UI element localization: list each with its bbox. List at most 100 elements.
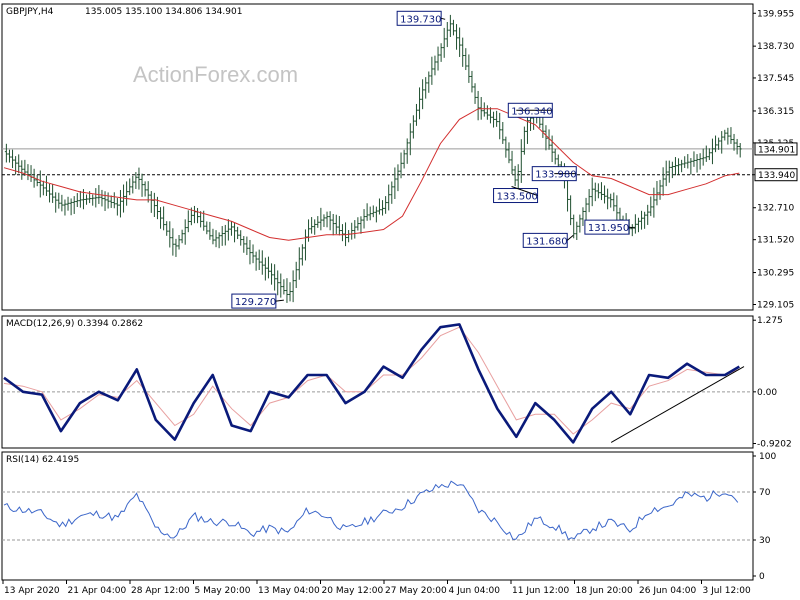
time-axis: 13 Apr 2020 21 Apr 04:00 28 Apr 12:00 5 May…	[2, 580, 752, 596]
ohlc-bar	[371, 205, 375, 218]
ohlc-bar	[279, 273, 283, 298]
time-tick-label: 18 Jun 20:00	[576, 586, 633, 596]
ohlc-bar	[125, 181, 129, 206]
ohlc-bar	[270, 263, 274, 285]
ohlc-bar	[168, 221, 172, 248]
ohlc-bar	[4, 143, 8, 163]
rsi-label: RSI(14) 62.4195	[6, 455, 79, 465]
ohlc-bar	[75, 193, 79, 207]
ohlc-bar	[35, 175, 39, 187]
ohlc-bar	[171, 228, 175, 256]
price-tags: 134.901 133.940	[754, 142, 798, 182]
ohlc-bar	[233, 223, 237, 243]
ohlc-bar	[72, 196, 76, 214]
ohlc-bar	[667, 160, 671, 183]
ohlc-bar	[442, 27, 446, 58]
ohlc-bar	[220, 226, 224, 246]
ohlc-bar	[266, 256, 270, 279]
ohlc-bar	[455, 24, 459, 50]
ohlc-bar	[655, 181, 659, 206]
ohlc-bar	[146, 181, 150, 203]
ohlc-bar	[640, 210, 644, 230]
ohlc-bar	[418, 87, 422, 120]
ohlc-bar	[359, 216, 363, 234]
rsi-tick-label: 100	[759, 452, 776, 462]
svg-text:133.940: 133.940	[758, 171, 795, 181]
macd-signal-line	[3, 326, 740, 435]
price-annotation: 139.730	[396, 10, 446, 26]
ohlc-bar	[424, 77, 428, 99]
ohlc-bar	[596, 183, 600, 199]
price-annotation: 131.950	[584, 219, 635, 235]
ohlc-bar	[115, 198, 119, 216]
price-tick-label: 129.105	[757, 300, 794, 310]
svg-text:133.500: 133.500	[497, 192, 538, 203]
ohlc-bar	[680, 159, 684, 173]
ohlc-bar	[732, 133, 736, 151]
ohlc-bar	[257, 249, 261, 270]
time-tick-label: 3 Jul 12:00	[703, 586, 752, 596]
ohlc-bar	[63, 199, 67, 216]
time-tick-label: 5 May 20:00	[195, 586, 251, 596]
ohlc-bar	[217, 232, 221, 249]
ohlc-bar	[344, 222, 348, 247]
ohlc-bar	[291, 270, 295, 303]
ohlc-bar	[390, 181, 394, 204]
ohlc-bar	[606, 188, 610, 210]
ohlc-bar	[689, 158, 693, 175]
ohlc-bar	[20, 160, 24, 180]
ohlc-bar	[103, 191, 107, 211]
ohlc-bar	[673, 157, 677, 176]
time-tick-label: 28 Apr 12:00	[131, 586, 190, 596]
ohlc-bar	[473, 83, 477, 104]
ohlc-bar	[303, 229, 307, 261]
ohlc-bar	[297, 247, 301, 280]
price-panel-frame	[1, 3, 754, 311]
ohlc-bar	[670, 161, 674, 179]
ohlc-bar	[498, 112, 502, 140]
ohlc-bar	[729, 127, 733, 144]
ohlc-bar	[362, 209, 366, 229]
macd-trendline	[610, 366, 745, 443]
ohlc-bar	[331, 213, 335, 236]
ohlc-bar	[152, 192, 156, 218]
price-tick-label: 132.710	[757, 204, 794, 214]
svg-text:134.901: 134.901	[758, 145, 795, 155]
ohlc-bar	[229, 221, 233, 236]
ohlc-bar	[236, 226, 240, 240]
svg-text:136.340: 136.340	[511, 106, 552, 117]
ohlc-bar	[143, 181, 147, 197]
ohlc-bar	[85, 194, 89, 205]
macd-panel-frame	[1, 315, 754, 449]
ohlc-bar	[368, 206, 372, 221]
ohlc-bar	[695, 154, 699, 173]
ohlc-bar	[643, 211, 647, 229]
ohlc-bar	[698, 153, 702, 170]
ohlc-bar	[510, 150, 514, 175]
ohlc-bar	[507, 142, 511, 164]
ohlc-bar	[192, 205, 196, 224]
ohlc-bar	[242, 236, 246, 253]
ohlc-bar	[226, 219, 230, 241]
ohlc-bar	[658, 179, 662, 200]
ohlc-bar	[374, 206, 378, 223]
rsi-panel-frame	[1, 451, 754, 581]
ohlc-bar	[91, 194, 95, 206]
ohlc-bar	[504, 136, 508, 158]
ohlc-bar	[411, 115, 415, 139]
ohlc-bar	[356, 217, 360, 231]
ohlc-bar	[553, 148, 557, 165]
ohlc-bar	[584, 197, 588, 223]
ohlc-bar	[307, 219, 311, 242]
ohlc-bar	[294, 261, 298, 289]
ohlc-bar	[322, 214, 326, 227]
price-annotation: 136.340	[507, 102, 553, 118]
ohlc-bar	[720, 131, 724, 154]
ohlc-bar	[214, 230, 218, 248]
ohlc-bar	[334, 214, 338, 234]
ohlc-bar	[439, 43, 443, 62]
ohlc-bar	[149, 191, 153, 213]
ohlc-bar	[603, 185, 607, 204]
ohlc-bar	[11, 149, 15, 169]
ohlc-bar	[310, 217, 314, 234]
